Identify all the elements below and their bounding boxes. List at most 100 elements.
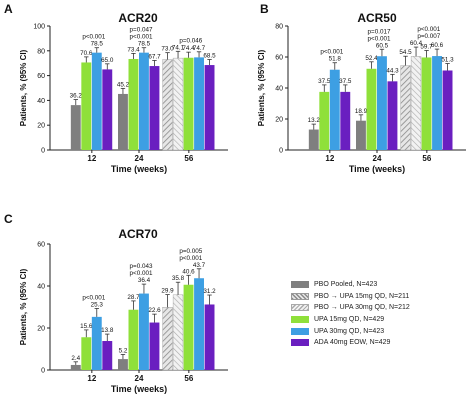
- p-value-label: p<0.001: [130, 270, 153, 277]
- legend-swatch: [291, 281, 309, 289]
- x-axis-label: Time (weeks): [111, 384, 167, 394]
- data-label: 22.6: [148, 307, 161, 314]
- bar-pbo15: [162, 307, 173, 371]
- x-tick-label: 24: [135, 374, 144, 383]
- bar-pbo: [118, 359, 128, 370]
- y-tick-label: 40: [275, 86, 283, 93]
- legend-item-ada: ADA 40mg EOW, N=429: [291, 337, 471, 349]
- bar-upa15: [183, 284, 194, 370]
- legend-label: PBO Pooled, N=423: [314, 281, 378, 289]
- x-tick-label: 56: [184, 374, 193, 383]
- panel-letter: B: [260, 2, 269, 16]
- data-label: 51.8: [329, 56, 342, 63]
- x-tick-label: 12: [87, 154, 96, 163]
- bar-upa15: [128, 58, 139, 150]
- x-tick-label: 24: [373, 154, 382, 163]
- legend-swatch: [291, 327, 309, 335]
- legend-label: UPA 15mg QD, N=429: [314, 316, 385, 324]
- p-value-label: p=0.043: [130, 263, 153, 270]
- p-value-label: p=0.005: [179, 248, 202, 255]
- data-label: 43.7: [193, 262, 206, 269]
- y-axis-label: Patients, % (95% CI): [19, 49, 28, 126]
- bar-ada: [204, 304, 215, 370]
- data-label: 35.8: [172, 275, 185, 282]
- bar-upa15: [81, 62, 92, 150]
- bar-group-week-12: 2.4 15.6 25.3 13.8 p<0.001: [70, 294, 114, 370]
- bar-upa30: [91, 316, 102, 370]
- bar-pbo: [356, 120, 366, 150]
- bar-upa30: [432, 56, 442, 150]
- x-tick-label: 24: [135, 154, 144, 163]
- data-label: 78.5: [91, 41, 104, 48]
- y-tick-label: 20: [37, 123, 45, 130]
- bar-upa15: [81, 337, 92, 370]
- bar-pbo15: [400, 65, 411, 151]
- y-tick-label: 20: [37, 326, 45, 333]
- chart-title: ACR20: [118, 11, 158, 25]
- bar-upa30: [377, 56, 387, 150]
- panel-acr20: A ACR20 0 20 40 60 80 100 Patients, % (95% CI) Ti…: [4, 2, 228, 174]
- y-axis-label: Patients, % (95% CI): [19, 268, 28, 345]
- legend-swatch: [291, 316, 309, 324]
- data-label: 51.3: [441, 57, 454, 64]
- legend-item-upa15: UPA 15mg QD, N=429: [291, 314, 471, 326]
- y-tick-label: 60: [275, 55, 283, 62]
- y-tick-label: 60: [37, 242, 45, 249]
- legend-label: UPA 30mg QD, N=423: [314, 327, 385, 335]
- legend-item-pbo: PBO Pooled, N=423: [291, 279, 471, 291]
- p-value-label: p<0.001: [320, 49, 343, 56]
- y-tick-label: 40: [37, 284, 45, 291]
- panel-acr70: C ACR70 0 20 40 60 Patients, % (95% CI) Time (w…: [4, 212, 228, 394]
- data-label: 67.7: [148, 53, 161, 60]
- data-label: 60.4: [410, 40, 423, 47]
- data-label: 25.3: [91, 301, 104, 308]
- bar-ada: [340, 91, 351, 150]
- bar-ada: [149, 66, 160, 150]
- bar-pbo: [70, 364, 81, 370]
- legend-label: PBO → UPA 15mg QD, N=211: [314, 292, 410, 300]
- data-label: 74.4: [182, 45, 195, 52]
- data-label: 60.5: [376, 42, 389, 49]
- y-tick-label: 40: [37, 98, 45, 105]
- p-value-label: p<0.001: [179, 255, 202, 262]
- data-label: 40.6: [182, 268, 195, 275]
- p-value-label: p<0.001: [130, 34, 153, 41]
- p-value-label: p=0.017: [368, 28, 391, 35]
- bar-ada: [442, 70, 453, 150]
- x-axis-label: Time (weeks): [349, 164, 405, 174]
- y-tick-label: 100: [33, 24, 45, 31]
- bar-pbo: [118, 93, 128, 150]
- bar-upa30: [194, 57, 204, 150]
- data-label: 36.4: [138, 277, 151, 284]
- data-label: 36.2: [70, 93, 83, 100]
- data-label: 60.6: [431, 42, 444, 49]
- bar-upa30: [139, 293, 149, 370]
- data-label: 13.8: [101, 327, 114, 334]
- data-label: 37.5: [318, 78, 331, 85]
- p-value-label: p<0.001: [82, 294, 105, 301]
- y-axis-label: Patients, % (95% CI): [257, 49, 266, 126]
- bar-group-week-12: 36.2 70.6 78.5 65.0 p<0.001: [70, 34, 114, 150]
- legend-swatch: [291, 339, 309, 347]
- bar-ada: [102, 69, 113, 150]
- bar-upa30: [91, 52, 102, 150]
- p-value-label: p<0.001: [417, 26, 440, 33]
- x-axis-label: Time (weeks): [111, 164, 167, 174]
- data-label: 59.7: [420, 43, 433, 50]
- p-value-label: p=0.047: [130, 27, 153, 34]
- panel-letter: C: [4, 212, 13, 226]
- bar-upa30: [139, 52, 149, 150]
- panel-acr50: B ACR50 0 20 40 60 80 Patients, % (95% CI) Time …: [257, 2, 466, 174]
- data-label: 52.4: [365, 55, 378, 62]
- data-label: 78.5: [138, 41, 151, 48]
- bar-pbo: [308, 129, 319, 150]
- legend-item-pbo30: PBO → UPA 30mg QD, N=212: [291, 302, 471, 314]
- data-label: 74.7: [193, 45, 206, 52]
- x-tick-label: 12: [325, 154, 334, 163]
- data-label: 29.9: [161, 288, 174, 295]
- legend-item-pbo15: PBO → UPA 15mg QD, N=211: [291, 291, 471, 303]
